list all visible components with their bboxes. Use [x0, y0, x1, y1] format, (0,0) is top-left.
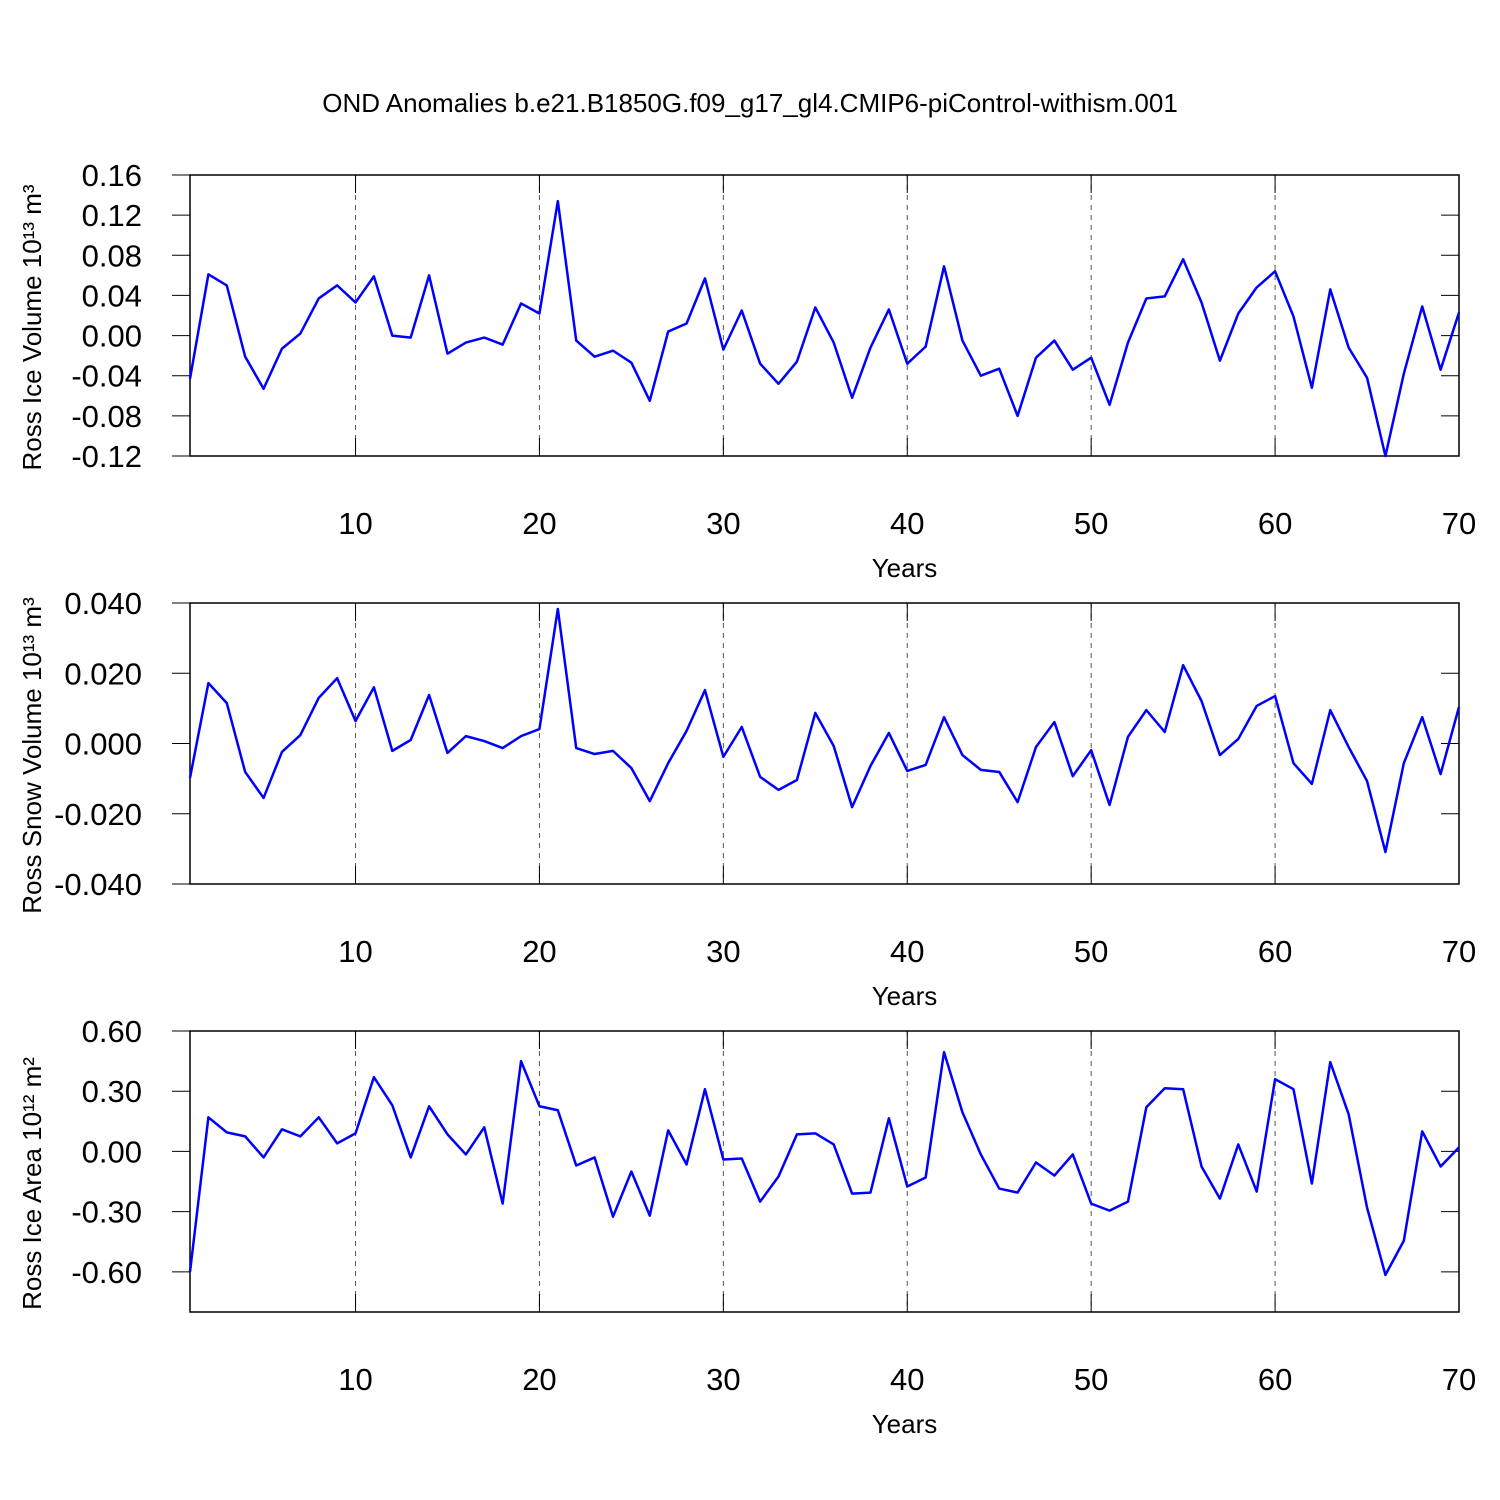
y-tick-label: -0.020 — [54, 797, 142, 832]
y-tick-label: 0.60 — [82, 1014, 142, 1049]
x-tick-label: 10 — [338, 934, 372, 969]
y-axis-label: Ross Ice Volume 10¹³ m³ — [17, 184, 47, 470]
y-tick-label: 0.020 — [64, 656, 142, 691]
data-line — [188, 1050, 1460, 1277]
y-tick-label: -0.04 — [71, 359, 142, 394]
y-tick-label: -0.60 — [71, 1255, 142, 1290]
x-tick-label: 20 — [522, 934, 556, 969]
x-tick-label: 30 — [706, 1362, 740, 1397]
y-tick-label: 0.00 — [82, 1134, 142, 1169]
data-line — [188, 607, 1461, 854]
x-tick-label: 30 — [706, 506, 740, 541]
x-tick-label: 40 — [890, 506, 924, 541]
x-tick-label: 10 — [338, 506, 372, 541]
y-tick-label: 0.30 — [82, 1074, 142, 1109]
x-tick-label: 70 — [1442, 506, 1476, 541]
y-tick-label: 0.16 — [82, 158, 142, 193]
x-tick-label: 10 — [338, 1362, 372, 1397]
y-tick-label: -0.08 — [71, 399, 142, 434]
x-tick-label: 40 — [890, 1362, 924, 1397]
x-tick-label: 70 — [1442, 934, 1476, 969]
x-tick-label: 50 — [1074, 1362, 1108, 1397]
x-axis-label: Years — [872, 981, 938, 1011]
y-tick-label: 0.000 — [64, 727, 142, 762]
data-line — [188, 199, 1461, 458]
y-tick-label: -0.040 — [54, 867, 142, 902]
x-tick-label: 20 — [522, 506, 556, 541]
x-tick-label: 20 — [522, 1362, 556, 1397]
y-tick-label: 0.00 — [82, 319, 142, 354]
x-tick-label: 60 — [1258, 1362, 1292, 1397]
x-tick-label: 40 — [890, 934, 924, 969]
y-tick-label: -0.30 — [71, 1195, 142, 1230]
x-tick-label: 50 — [1074, 934, 1108, 969]
y-tick-label: -0.12 — [71, 439, 142, 474]
plot-frame — [189, 602, 1460, 885]
y-tick-label: 0.12 — [82, 198, 142, 233]
figure-title: OND Anomalies b.e21.B1850G.f09_g17_gl4.C… — [322, 88, 1178, 118]
y-tick-label: 0.04 — [82, 278, 142, 313]
x-tick-label: 60 — [1258, 506, 1292, 541]
plot-frame — [189, 174, 1460, 457]
x-tick-label: 70 — [1442, 1362, 1476, 1397]
plot-frame — [189, 1030, 1460, 1313]
x-axis-label: Years — [872, 1409, 938, 1439]
x-axis-label: Years — [872, 553, 938, 583]
y-axis-label: Ross Ice Area 10¹² m² — [17, 1057, 47, 1310]
x-tick-label: 30 — [706, 934, 740, 969]
y-axis-label: Ross Snow Volume 10¹³ m³ — [17, 597, 47, 914]
y-tick-label: 0.08 — [82, 238, 142, 273]
x-tick-label: 60 — [1258, 934, 1292, 969]
x-tick-label: 50 — [1074, 506, 1108, 541]
y-tick-label: 0.040 — [64, 586, 142, 621]
